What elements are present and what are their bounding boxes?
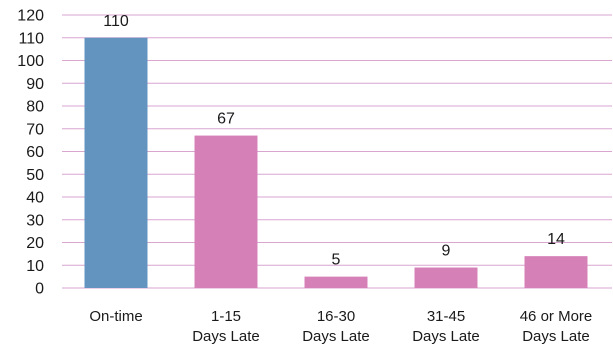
y-tick-label: 90	[26, 76, 44, 93]
x-tick-label: On-time	[89, 308, 142, 325]
data-label: 110	[103, 13, 129, 30]
y-tick-label: 120	[17, 8, 44, 25]
x-tick-label: 1-15 Days Late	[192, 308, 260, 345]
x-tick-label: 46 or More Days Late	[520, 308, 593, 345]
gridlines	[62, 14, 612, 289]
data-label: 14	[547, 231, 565, 248]
y-tick-label: 60	[26, 144, 44, 161]
bar	[84, 37, 148, 288]
bar	[304, 276, 368, 288]
y-tick-label: 20	[26, 235, 44, 252]
x-axis: On-time 1-15 Days Late 16-30 Days Late 31-45 D…	[89, 308, 592, 345]
data-label: 9	[442, 243, 451, 260]
x-tick-label: 16-30 Days Late	[302, 308, 370, 345]
y-tick-label: 30	[26, 212, 44, 229]
y-tick-label: 50	[26, 167, 44, 184]
y-tick-label: 100	[17, 53, 44, 70]
y-tick-label: 10	[26, 258, 44, 275]
data-label: 67	[217, 111, 235, 128]
bar	[524, 256, 588, 288]
bars	[84, 37, 588, 288]
x-tick-label: 31-45 Days Late	[412, 308, 480, 345]
bar	[414, 267, 478, 288]
data-label: 5	[332, 252, 341, 269]
data-labels: 110 67 5 9 14	[103, 13, 565, 269]
y-tick-label: 0	[35, 281, 44, 298]
y-tick-label: 70	[26, 121, 44, 138]
y-tick-label: 110	[18, 30, 44, 47]
y-tick-label: 80	[26, 99, 44, 116]
bar	[194, 135, 258, 288]
y-axis: 0 10 20 30 40 50 60 70 80 90 100 110 120	[17, 8, 44, 298]
y-tick-label: 40	[26, 190, 44, 207]
